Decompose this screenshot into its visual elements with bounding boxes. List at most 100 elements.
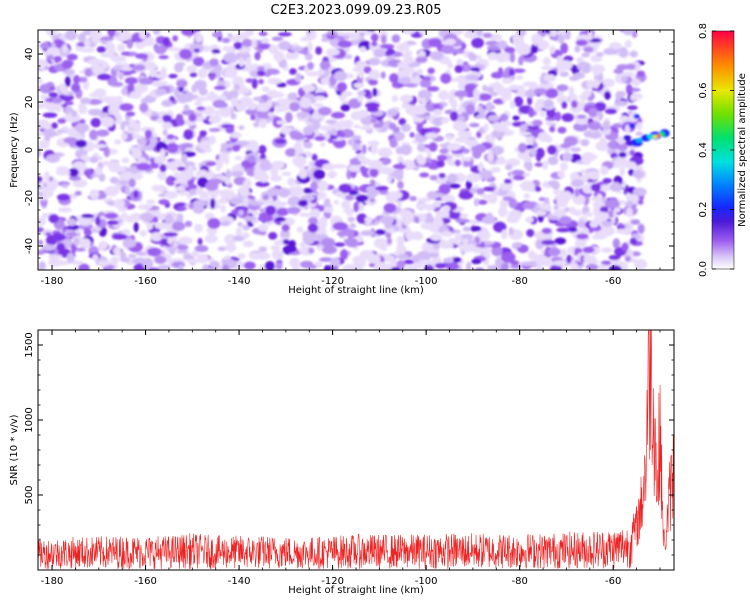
heat-cell bbox=[94, 88, 107, 97]
heat-cell bbox=[370, 33, 379, 42]
heat-cell bbox=[547, 145, 557, 155]
heat-peak-cell bbox=[635, 137, 642, 143]
heat-cell bbox=[133, 189, 139, 199]
heat-cell bbox=[224, 177, 231, 185]
heat-cell bbox=[411, 254, 421, 263]
heat-cell bbox=[603, 48, 616, 55]
heat-cell bbox=[42, 128, 57, 138]
heat-cell bbox=[208, 135, 217, 145]
heat-cell bbox=[563, 55, 574, 62]
heat-cell bbox=[196, 115, 207, 120]
heat-cell bbox=[203, 147, 213, 153]
heat-cell bbox=[438, 183, 451, 195]
heat-cell bbox=[296, 226, 304, 233]
heat-cell bbox=[94, 167, 103, 176]
heat-cell bbox=[482, 84, 488, 92]
heat-cell bbox=[614, 100, 628, 107]
heat-cell bbox=[38, 249, 46, 255]
heat-cell bbox=[618, 115, 629, 121]
heat-cell bbox=[507, 209, 523, 220]
heat-cell bbox=[154, 155, 167, 163]
heat-cell bbox=[120, 51, 131, 56]
x-tick-label: -100 bbox=[415, 576, 438, 587]
heat-cell bbox=[79, 47, 95, 53]
heat-cell bbox=[346, 169, 352, 180]
heat-cell bbox=[544, 88, 559, 99]
heat-cell bbox=[332, 163, 347, 169]
heat-cell bbox=[51, 233, 66, 242]
heat-cell bbox=[139, 229, 147, 237]
heat-cell bbox=[179, 48, 193, 60]
heat-cell bbox=[339, 249, 349, 260]
heat-cell bbox=[150, 161, 156, 168]
heat-cell bbox=[462, 226, 472, 232]
heat-cell bbox=[83, 169, 94, 177]
heat-cell bbox=[500, 251, 516, 263]
y-tick-label: 500 bbox=[24, 485, 35, 504]
heat-cell bbox=[357, 93, 364, 103]
heat-cell bbox=[398, 118, 407, 126]
heat-cell bbox=[542, 57, 552, 66]
heat-cell bbox=[515, 75, 524, 80]
heat-cell bbox=[323, 265, 332, 270]
heat-cell bbox=[625, 201, 634, 208]
heat-cell bbox=[206, 92, 219, 102]
heat-cell bbox=[314, 135, 326, 141]
heat-cell bbox=[303, 66, 309, 73]
heat-cell bbox=[66, 252, 75, 264]
heat-cell bbox=[289, 130, 301, 138]
heat-cell bbox=[632, 169, 645, 179]
heat-cell bbox=[608, 254, 621, 261]
heat-cell bbox=[632, 187, 647, 197]
heat-cell bbox=[531, 119, 543, 127]
heat-cell bbox=[238, 57, 245, 67]
heat-cell bbox=[630, 92, 643, 100]
heat-cell bbox=[417, 157, 427, 166]
heat-cell bbox=[468, 122, 480, 128]
heat-cell bbox=[48, 254, 63, 259]
heat-cell bbox=[46, 54, 54, 61]
heat-cell bbox=[118, 71, 125, 81]
heat-cell bbox=[517, 151, 525, 160]
heat-cell bbox=[56, 242, 66, 252]
heat-cell bbox=[353, 124, 360, 129]
heat-cell bbox=[158, 199, 170, 205]
heat-cell bbox=[525, 133, 534, 145]
heat-cell bbox=[307, 41, 313, 53]
heat-cell bbox=[176, 79, 188, 88]
heat-cell bbox=[53, 55, 62, 63]
colorbar-label: Normalized spectral amplitude bbox=[737, 73, 748, 227]
heat-cell bbox=[275, 262, 283, 270]
snr-panel: -180 -160 -140 -120 -100 -80 -60 500 1000 1500 H… bbox=[9, 329, 675, 596]
heat-cell bbox=[366, 254, 381, 264]
heat-cell bbox=[51, 34, 60, 40]
heat-cell bbox=[556, 84, 569, 92]
heat-cell bbox=[168, 245, 176, 255]
x-tick-label: -80 bbox=[512, 576, 528, 587]
heat-cell bbox=[185, 172, 193, 180]
heat-cell bbox=[154, 88, 167, 96]
heat-cell bbox=[113, 246, 122, 256]
heat-cell bbox=[191, 84, 198, 93]
heat-cell bbox=[625, 124, 631, 135]
heat-cell bbox=[45, 30, 57, 37]
heat-cell bbox=[498, 206, 508, 218]
heat-cell bbox=[64, 100, 74, 106]
heat-cell bbox=[255, 252, 271, 260]
heat-cell bbox=[435, 210, 450, 219]
heat-cell bbox=[225, 168, 232, 179]
colorbar-tick-label: 0.6 bbox=[698, 83, 709, 99]
heat-cell bbox=[49, 86, 56, 91]
heat-cell bbox=[576, 57, 584, 64]
heat-cell bbox=[374, 261, 387, 270]
heat-cell bbox=[194, 101, 203, 106]
heat-cell bbox=[161, 114, 172, 123]
heat-cell bbox=[430, 233, 443, 241]
heat-cell bbox=[347, 138, 356, 146]
spectrogram-panel: -180 -160 -140 -120 -100 -80 -60 -40 -20 0 20 40 H… bbox=[9, 23, 748, 296]
heat-cell bbox=[589, 220, 599, 228]
heat-cell bbox=[570, 179, 584, 188]
heat-cell bbox=[403, 55, 415, 64]
heat-cell bbox=[356, 202, 365, 212]
heat-cell bbox=[161, 99, 173, 107]
